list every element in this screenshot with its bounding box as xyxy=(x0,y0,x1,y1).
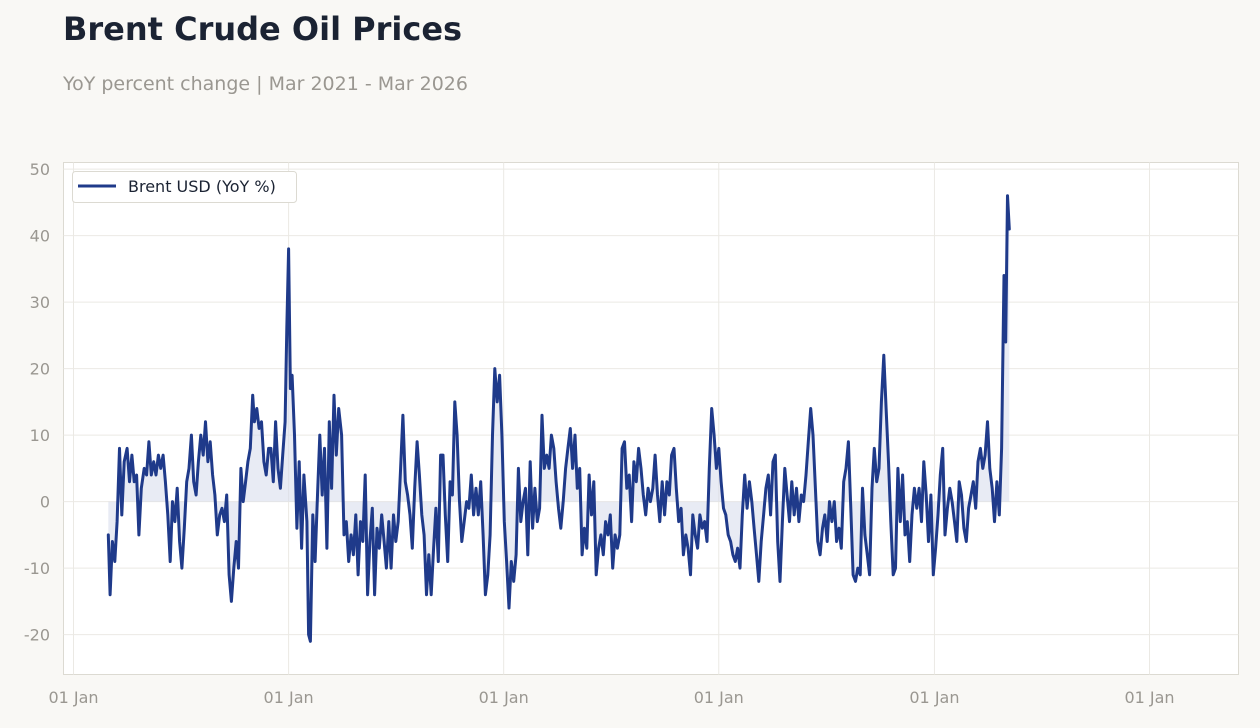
y-axis-tick-labels: -20 -10 0 10 20 30 40 50 xyxy=(24,160,50,644)
y-tick-label: 10 xyxy=(30,426,50,445)
plot-area xyxy=(63,162,1239,675)
x-tick-label: 01 Jan xyxy=(909,688,959,707)
chart-title: Brent Crude Oil Prices xyxy=(63,10,463,48)
area-fill xyxy=(108,195,1010,642)
y-tick-label: -10 xyxy=(24,559,50,578)
x-tick-label: 01 Jan xyxy=(48,688,98,707)
legend-item-brent: Brent USD (YoY %) xyxy=(128,177,276,196)
chart-subtitle: YoY percent change | Mar 2021 - Mar 2026 xyxy=(63,73,468,95)
series-line-brent xyxy=(106,194,1011,643)
x-tick-label: 01 Jan xyxy=(264,688,314,707)
x-tick-label: 01 Jan xyxy=(479,688,529,707)
y-tick-label: 20 xyxy=(30,360,50,379)
y-tick-label: 50 xyxy=(30,160,50,179)
x-tick-label: 01 Jan xyxy=(694,688,744,707)
y-tick-label: -20 xyxy=(24,626,50,645)
series-line-layer xyxy=(106,194,1011,643)
series-area-fill xyxy=(108,195,1010,642)
y-tick-label: 30 xyxy=(30,293,50,312)
legend-box xyxy=(72,171,297,203)
y-tick-label: 40 xyxy=(30,227,50,246)
y-tick-label: 0 xyxy=(40,493,50,512)
x-tick-label: 01 Jan xyxy=(1124,688,1174,707)
x-axis-tick-labels: 01 Jan 01 Jan 01 Jan 01 Jan 01 Jan 01 Jan xyxy=(48,688,1174,707)
legend: Brent USD (YoY %) xyxy=(72,171,297,203)
